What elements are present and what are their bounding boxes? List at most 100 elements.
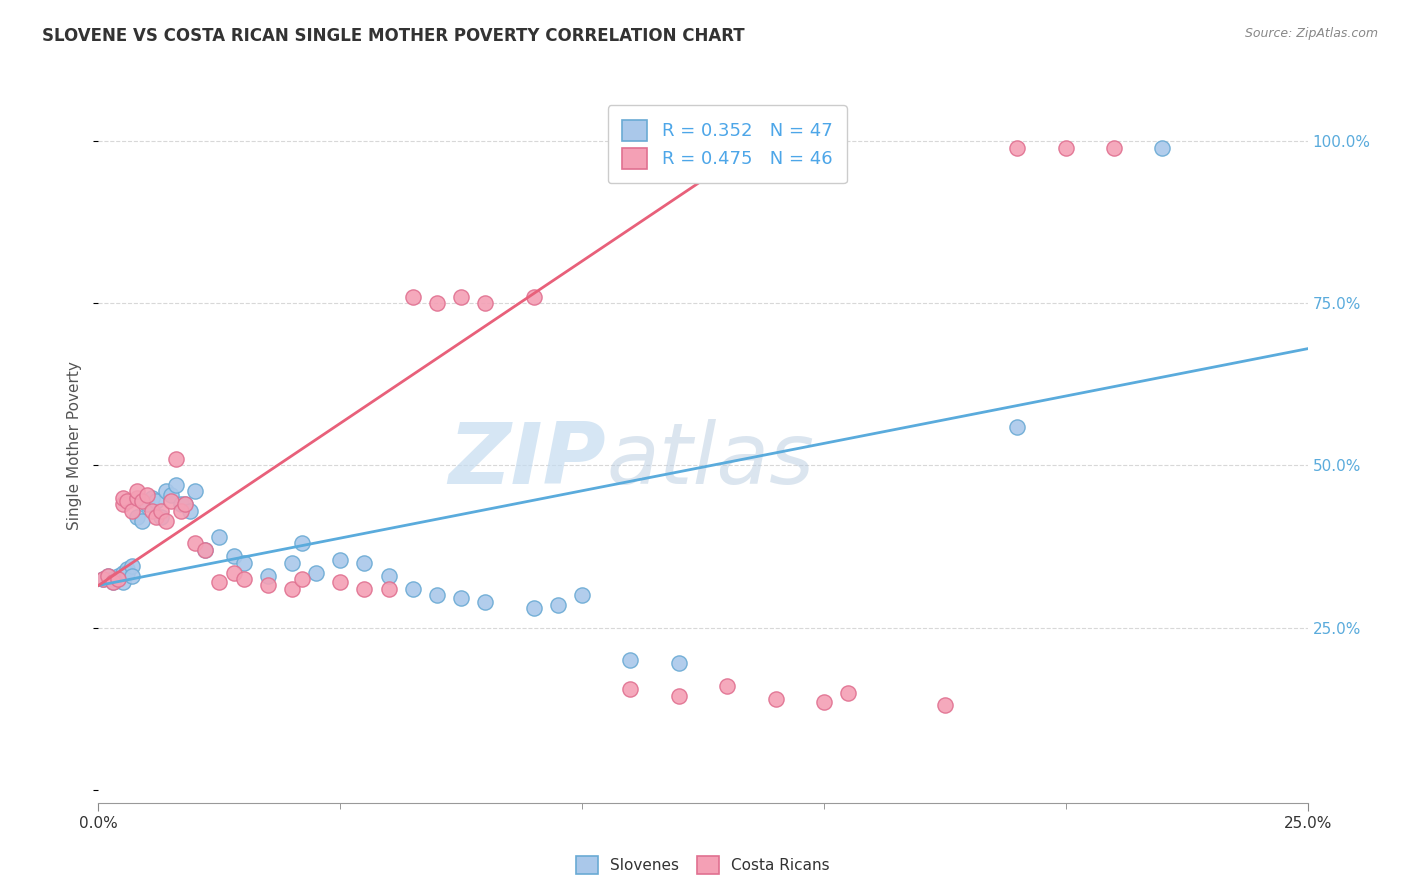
Point: [165, 478, 187, 492]
Legend: R = 0.352   N = 47, R = 0.475   N = 46: R = 0.352 N = 47, R = 0.475 N = 46: [607, 105, 846, 183]
Text: Source: ZipAtlas.com: Source: ZipAtlas.com: [1244, 27, 1378, 40]
Point: [155, 514, 177, 528]
Point: [353, 582, 375, 596]
Point: [97, 568, 120, 582]
Point: [194, 542, 217, 557]
Point: [208, 530, 231, 544]
Point: [145, 510, 167, 524]
Point: [111, 491, 134, 505]
Point: [111, 566, 134, 580]
Point: [111, 575, 134, 590]
Point: [160, 488, 183, 502]
Point: [426, 588, 449, 602]
Point: [402, 290, 425, 304]
Point: [716, 679, 738, 693]
Point: [150, 504, 173, 518]
Point: [813, 695, 835, 709]
Point: [160, 494, 183, 508]
Point: [1152, 140, 1174, 154]
Point: [101, 572, 124, 586]
Point: [169, 504, 191, 518]
Point: [256, 568, 278, 582]
Point: [150, 510, 173, 524]
Point: [547, 598, 569, 612]
Legend: Slovenes, Costa Ricans: Slovenes, Costa Ricans: [571, 850, 835, 880]
Point: [232, 572, 254, 586]
Point: [668, 689, 690, 703]
Point: [184, 536, 207, 550]
Point: [179, 504, 201, 518]
Point: [619, 682, 641, 697]
Text: atlas: atlas: [606, 418, 814, 502]
Point: [169, 497, 191, 511]
Point: [145, 494, 167, 508]
Point: [101, 575, 124, 590]
Point: [837, 685, 859, 699]
Point: [377, 568, 399, 582]
Point: [135, 497, 157, 511]
Point: [107, 568, 129, 582]
Point: [290, 572, 312, 586]
Point: [107, 572, 129, 586]
Point: [402, 582, 425, 596]
Point: [194, 542, 217, 557]
Point: [107, 572, 129, 586]
Point: [222, 549, 245, 564]
Point: [121, 504, 143, 518]
Point: [131, 514, 153, 528]
Point: [353, 556, 375, 570]
Point: [1007, 140, 1029, 154]
Y-axis label: Single Mother Poverty: Single Mother Poverty: [67, 361, 83, 531]
Point: [377, 582, 399, 596]
Point: [117, 562, 139, 576]
Point: [668, 657, 690, 671]
Point: [474, 595, 496, 609]
Point: [127, 510, 149, 524]
Point: [174, 497, 197, 511]
Point: [208, 575, 231, 590]
Point: [256, 578, 278, 592]
Point: [281, 556, 304, 570]
Point: [765, 692, 787, 706]
Point: [141, 491, 163, 505]
Point: [222, 566, 245, 580]
Point: [934, 698, 956, 713]
Point: [1054, 140, 1077, 154]
Point: [101, 575, 124, 590]
Point: [523, 601, 546, 615]
Text: ZIP: ZIP: [449, 418, 606, 502]
Point: [127, 491, 149, 505]
Point: [1007, 419, 1029, 434]
Point: [117, 494, 139, 508]
Point: [91, 572, 114, 586]
Point: [97, 568, 120, 582]
Point: [155, 484, 177, 499]
Point: [121, 559, 143, 574]
Point: [111, 497, 134, 511]
Point: [91, 572, 114, 586]
Point: [329, 552, 352, 566]
Point: [571, 588, 593, 602]
Point: [184, 484, 207, 499]
Point: [1102, 140, 1125, 154]
Point: [232, 556, 254, 570]
Point: [127, 484, 149, 499]
Point: [523, 290, 546, 304]
Point: [450, 290, 472, 304]
Point: [165, 452, 187, 467]
Point: [426, 296, 449, 310]
Point: [281, 582, 304, 596]
Text: SLOVENE VS COSTA RICAN SINGLE MOTHER POVERTY CORRELATION CHART: SLOVENE VS COSTA RICAN SINGLE MOTHER POV…: [42, 27, 745, 45]
Point: [135, 488, 157, 502]
Point: [121, 568, 143, 582]
Point: [329, 575, 352, 590]
Point: [141, 504, 163, 518]
Point: [290, 536, 312, 550]
Point: [305, 566, 328, 580]
Point: [131, 494, 153, 508]
Point: [174, 497, 197, 511]
Point: [450, 591, 472, 606]
Point: [619, 653, 641, 667]
Point: [474, 296, 496, 310]
Point: [117, 566, 139, 580]
